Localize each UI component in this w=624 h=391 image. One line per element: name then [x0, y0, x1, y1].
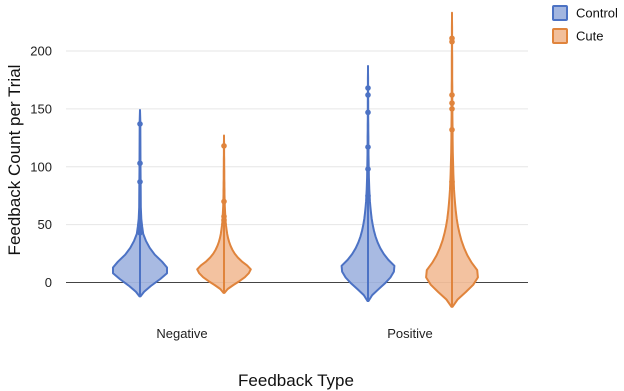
x-tick-label: Positive [387, 326, 433, 341]
x-tick-label: Negative [156, 326, 207, 341]
legend-swatch-control [552, 5, 568, 21]
data-point [137, 121, 143, 127]
y-tick-label: 150 [30, 101, 52, 116]
data-point [365, 192, 371, 199]
data-point [449, 92, 455, 98]
data-point [365, 109, 371, 116]
data-point [137, 178, 143, 185]
data-point [137, 160, 143, 167]
x-tick-labels: Negative Positive [156, 326, 432, 341]
violins [112, 11, 479, 308]
data-point [365, 85, 371, 91]
y-tick-label: 100 [30, 159, 52, 174]
y-axis-title: Feedback Count per Trial [5, 65, 24, 256]
data-point [449, 100, 455, 106]
data-point [221, 198, 227, 205]
legend: Control Cute [552, 5, 618, 44]
data-point [137, 229, 143, 236]
y-tick-label: 50 [38, 217, 52, 232]
y-tick-labels: 0 50 100 150 200 [30, 44, 52, 291]
legend-label-control: Control [576, 6, 618, 21]
data-point [365, 92, 371, 98]
data-point [449, 178, 455, 185]
x-axis-title: Feedback Type [238, 371, 354, 390]
data-point [449, 106, 455, 112]
data-point [449, 126, 455, 133]
data-point [365, 144, 371, 150]
data-point [449, 38, 455, 45]
y-tick-label: 200 [30, 44, 52, 59]
data-point [365, 166, 371, 172]
legend-label-cute: Cute [576, 29, 603, 44]
data-point [221, 143, 227, 149]
data-point [221, 217, 227, 223]
legend-swatch-cute [552, 28, 568, 44]
y-tick-label: 0 [45, 275, 52, 290]
